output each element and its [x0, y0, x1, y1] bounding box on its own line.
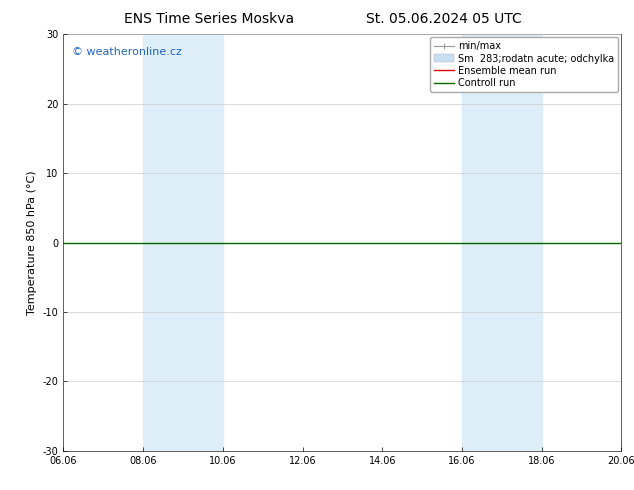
- Text: St. 05.06.2024 05 UTC: St. 05.06.2024 05 UTC: [366, 12, 522, 26]
- Text: ENS Time Series Moskva: ENS Time Series Moskva: [124, 12, 294, 26]
- Y-axis label: Temperature 850 hPa (°C): Temperature 850 hPa (°C): [27, 170, 37, 315]
- Text: © weatheronline.cz: © weatheronline.cz: [72, 47, 182, 57]
- Bar: [143, 34, 223, 451]
- Bar: [462, 34, 541, 451]
- Legend: min/max, Sm  283;rodatn acute; odchylka, Ensemble mean run, Controll run: min/max, Sm 283;rodatn acute; odchylka, …: [430, 37, 618, 92]
